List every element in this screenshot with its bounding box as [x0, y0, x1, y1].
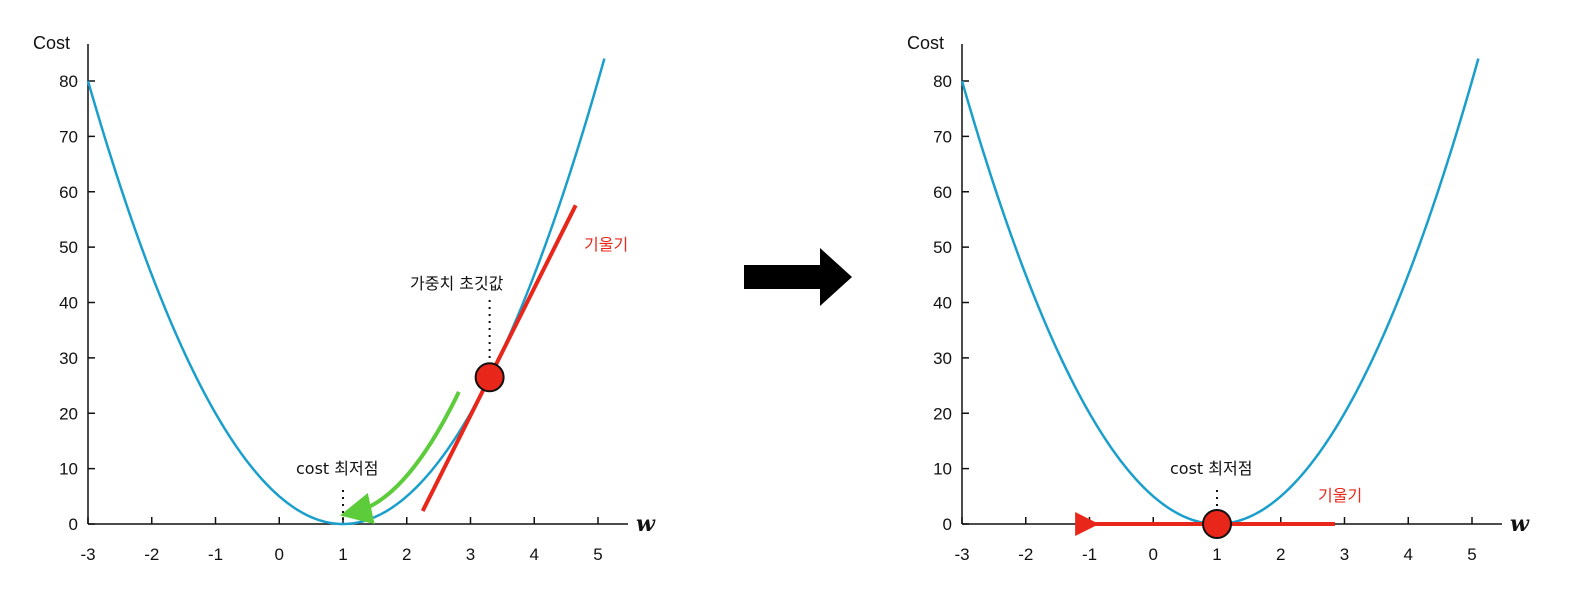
right-x-tick-label: 0	[1149, 545, 1158, 564]
right-y-tick-label: 70	[933, 127, 952, 146]
left-panel: 0 10 20 30 40 50 60 70 80 -3 -2 -1 0 1 2 3 4 5 Cost w 기울기…	[33, 33, 656, 564]
right-x-tick-label: -2	[1018, 545, 1033, 564]
right-y-tick-label: 50	[933, 238, 952, 257]
left-x-tick-label: 1	[338, 545, 347, 564]
left-point-label: 가중치 초깃값	[410, 274, 504, 293]
left-x-axis-title: w	[636, 511, 656, 537]
left-y-tick-label: 30	[59, 349, 78, 368]
left-descent-arrow	[340, 391, 461, 525]
left-y-tick-label: 80	[59, 72, 78, 91]
left-x-tick-label: -1	[208, 545, 223, 564]
right-x-tick-label: 1	[1212, 545, 1221, 564]
left-tangent-line	[420, 204, 578, 512]
right-x-tick-label: -3	[954, 545, 969, 564]
left-y-axis	[87, 44, 95, 525]
right-y-tick-label: 60	[933, 183, 952, 202]
left-y-tick-label: 70	[59, 127, 78, 146]
right-y-tick-label: 20	[933, 404, 952, 423]
transition-arrow-icon	[744, 248, 852, 306]
right-y-tick-label: 10	[933, 460, 952, 479]
right-y-tick-label: 40	[933, 294, 952, 313]
left-x-tick-label: -3	[80, 545, 95, 564]
left-x-tick-label: 3	[466, 545, 475, 564]
left-x-tick-label: 4	[530, 545, 539, 564]
right-y-tick-label: 80	[933, 72, 952, 91]
left-y-tick-label: 20	[59, 404, 78, 423]
left-tangent-label: 기울기	[584, 235, 628, 254]
left-y-tick-label: 10	[59, 460, 78, 479]
right-cost-curve	[960, 58, 1480, 526]
left-x-tick-label: 0	[275, 545, 284, 564]
left-x-tick-label: 2	[402, 545, 411, 564]
right-y-axis-title: Cost	[907, 33, 944, 53]
left-x-tick-label: 5	[593, 545, 602, 564]
right-x-tick-label: -1	[1082, 545, 1097, 564]
left-minimum-label: cost 최저점	[296, 459, 378, 478]
left-y-tick-label: 60	[59, 183, 78, 202]
left-tick-labels: 0 10 20 30 40 50 60 70 80 -3 -2 -1 0 1 2 3 4 5	[59, 72, 603, 564]
right-weight-point	[1202, 509, 1232, 539]
right-x-tick-label: 3	[1340, 545, 1349, 564]
right-minimum-label: cost 최저점	[1170, 459, 1252, 478]
right-x-tick-label: 5	[1467, 545, 1476, 564]
left-x-tick-label: -2	[144, 545, 159, 564]
left-y-tick-label: 40	[59, 294, 78, 313]
left-y-tick-label: 0	[69, 515, 78, 534]
right-x-tick-label: 2	[1276, 545, 1285, 564]
right-y-tick-label: 0	[943, 515, 952, 534]
right-x-axis-title: w	[1510, 511, 1530, 537]
right-tangent-label: 기울기	[1318, 486, 1362, 505]
right-x-tick-label: 4	[1404, 545, 1413, 564]
right-tick-labels: 0 10 20 30 40 50 60 70 80 -3 -2 -1 0 1 2 3 4 5	[933, 72, 1477, 564]
right-y-axis	[961, 44, 969, 525]
left-y-axis-title: Cost	[33, 33, 70, 53]
left-y-tick-label: 50	[59, 238, 78, 257]
right-panel: 0 10 20 30 40 50 60 70 80 -3 -2 -1 0 1 2 3 4 5 Cost w 기울기…	[907, 33, 1530, 564]
right-y-tick-label: 30	[933, 349, 952, 368]
left-cost-curve	[86, 58, 606, 526]
left-weight-point	[474, 362, 505, 393]
